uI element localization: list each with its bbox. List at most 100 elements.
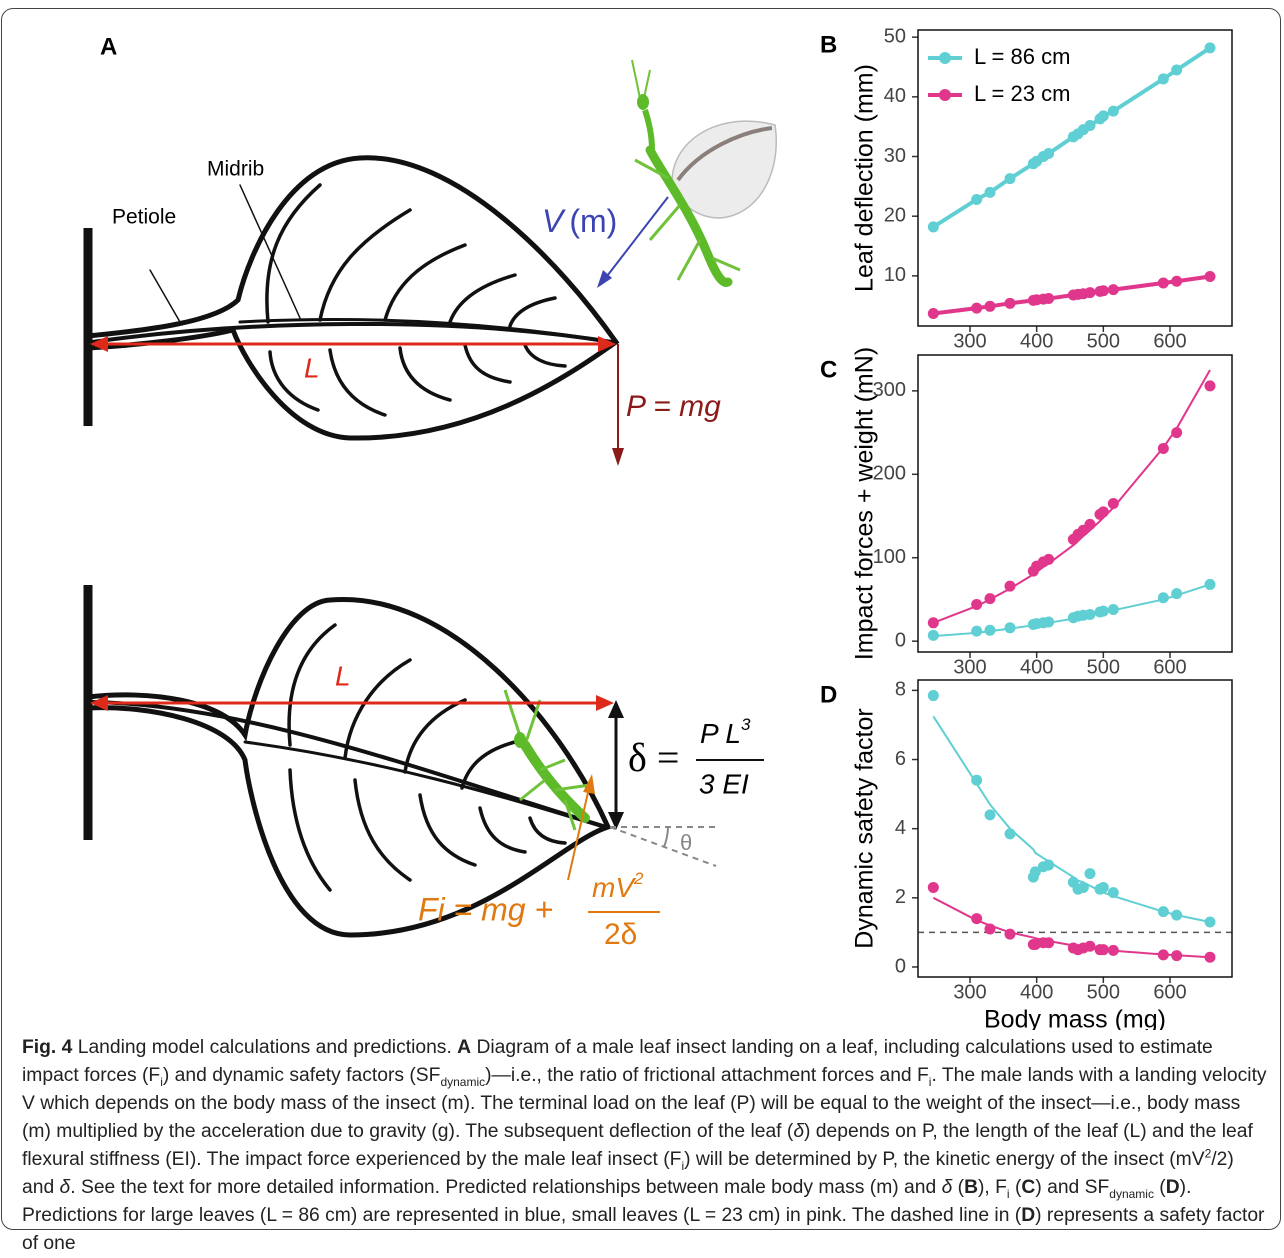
data-point (1077, 881, 1089, 893)
caption-part: dynamic (440, 1074, 486, 1089)
length-arrow (90, 695, 614, 711)
caption-part: )—i.e., the ratio of frictional attachme… (485, 1065, 929, 1086)
leaf-bottom (83, 585, 612, 938)
data-point (1097, 881, 1109, 893)
deflection-arrow (608, 700, 624, 830)
impact-lhs: Fi = mg + (418, 891, 553, 927)
data-point (1157, 73, 1169, 85)
y-tick-label: 0 (895, 955, 906, 977)
caption-part: ) will be determined by P, the kinetic e… (684, 1149, 1205, 1170)
caption-part: ) depends on P, the length of the leaf (… (22, 1121, 1253, 1170)
legend-label: L = 23 cm (974, 81, 1070, 106)
data-point (1029, 866, 1041, 878)
y-tick-label: 8 (895, 679, 906, 701)
y-tick-label: 200 (873, 463, 906, 485)
data-point (1004, 622, 1016, 634)
caption-part: . See the text for more detailed informa… (70, 1177, 942, 1198)
caption-part: . The male lands with a landing velocity… (22, 1065, 1267, 1142)
caption-part: A (457, 1037, 472, 1058)
velocity-label: V (m) (542, 203, 617, 239)
caption-part: ), F (978, 1177, 1007, 1198)
data-point (1107, 284, 1119, 296)
caption-part: i (928, 1074, 932, 1089)
data-point (927, 690, 939, 702)
data-point (1004, 297, 1016, 309)
x-tick-label: 400 (1020, 981, 1053, 1003)
data-point (971, 625, 983, 637)
x-tick-label: 400 (1020, 656, 1053, 678)
y-tick-label: 50 (884, 25, 906, 47)
x-tick-label: 500 (1087, 656, 1120, 678)
data-point (1097, 605, 1109, 617)
data-point (1084, 940, 1096, 952)
caption-part: i (681, 1158, 685, 1173)
data-point (1004, 928, 1016, 940)
impact-denominator: 2δ (604, 918, 637, 951)
y-tick-label: 6 (895, 748, 906, 770)
panel-label: B (820, 31, 837, 58)
data-point (1084, 608, 1096, 620)
caption-part: i (1006, 1186, 1010, 1201)
data-point (1004, 173, 1016, 185)
data-point (1097, 285, 1109, 297)
y-tick-label: 4 (895, 817, 906, 839)
data-point (1157, 277, 1169, 289)
data-point (1204, 578, 1216, 590)
data-point (971, 913, 983, 925)
plot-frame (917, 29, 1233, 327)
data-point (984, 300, 996, 312)
data-point (1171, 950, 1183, 962)
data-point (1043, 616, 1055, 628)
length-arrow (90, 336, 616, 352)
data-point (1157, 906, 1169, 918)
x-tick-label: 400 (1020, 330, 1053, 352)
data-point (1084, 868, 1096, 880)
panel-label: D (820, 681, 837, 708)
data-point (1097, 110, 1109, 122)
x-tick-label: 600 (1153, 330, 1186, 352)
deflection-numerator: P L3 (700, 715, 751, 749)
data-point (1204, 42, 1216, 54)
y-tick-label: 40 (884, 85, 906, 107)
x-tick-label: 300 (953, 656, 986, 678)
y-tick-label: 30 (884, 145, 906, 167)
data-point (1084, 119, 1096, 131)
caption-part: δ (59, 1177, 71, 1198)
x-tick-label: 500 (1087, 330, 1120, 352)
fit-line (932, 369, 1211, 624)
data-point (927, 221, 939, 233)
x-tick-label: 600 (1153, 656, 1186, 678)
y-tick-label: 20 (884, 204, 906, 226)
y-tick-label: 2 (895, 886, 906, 908)
legend-swatch (939, 52, 951, 64)
data-point (1043, 293, 1055, 305)
data-point (1171, 64, 1183, 76)
data-point (1204, 380, 1216, 392)
data-point (1043, 553, 1055, 565)
data-point (1157, 592, 1169, 604)
data-point (984, 923, 996, 935)
caption-part: D (1165, 1177, 1180, 1198)
x-axis-label: Body mass (mg) (984, 1006, 1166, 1030)
data-point (1204, 916, 1216, 928)
data-point (1084, 287, 1096, 299)
data-point (1157, 949, 1169, 961)
figure-border (1, 8, 1281, 1230)
caption-part: B (964, 1177, 978, 1198)
insect-bottom (503, 689, 591, 831)
caption-part: C (1021, 1177, 1036, 1198)
data-point (1204, 951, 1216, 963)
data-point (1097, 506, 1109, 518)
data-point (1171, 427, 1183, 439)
x-tick-label: 500 (1087, 981, 1120, 1003)
x-tick-label: 300 (953, 981, 986, 1003)
x-tick-label: 300 (953, 330, 986, 352)
petiole-label: Petiole (112, 206, 176, 229)
y-tick-label: 300 (873, 379, 906, 401)
data-point (984, 593, 996, 605)
fit-line (932, 715, 1211, 924)
panel-label: C (820, 356, 837, 383)
caption-part: ( (952, 1177, 965, 1198)
y-tick-label: 10 (884, 264, 906, 286)
